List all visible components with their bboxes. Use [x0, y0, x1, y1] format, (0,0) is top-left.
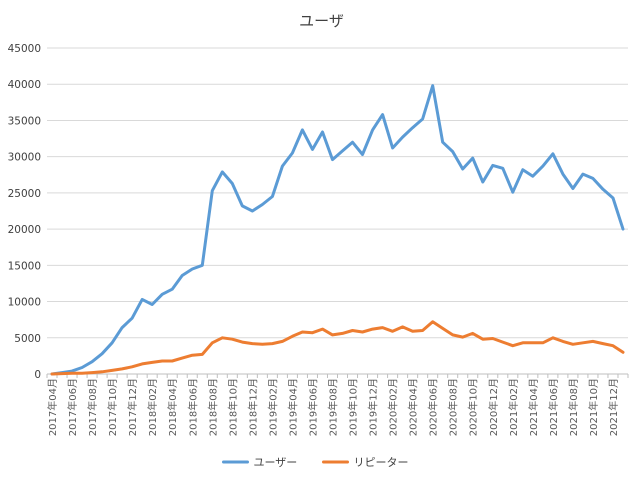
- x-tick-label: 2017年08月: [86, 378, 99, 436]
- gridlines: [47, 47, 628, 375]
- x-tick-label: 2017年06月: [66, 378, 79, 436]
- y-tick-label: 0: [34, 369, 41, 381]
- x-tick-label: 2021年04月: [527, 378, 540, 436]
- chart-title: ユーザ: [299, 12, 344, 30]
- x-tick-label: 2020年12月: [487, 378, 500, 436]
- series-lines: [50, 84, 625, 376]
- x-tick-label: 2018年08月: [206, 378, 219, 436]
- y-tick-label: 10000: [8, 297, 41, 309]
- x-tick-label: 2019年06月: [306, 378, 319, 436]
- x-tick-label: 2018年10月: [226, 378, 239, 436]
- y-tick-label: 30000: [8, 152, 41, 164]
- x-tick-label: 2020年04月: [407, 378, 420, 436]
- x-tick-label: 2019年10月: [347, 378, 360, 436]
- x-tick-label: 2018年02月: [146, 378, 159, 436]
- x-tick-label: 2021年08月: [567, 378, 580, 436]
- series-line-2: [50, 320, 625, 376]
- x-tick-label: 2021年02月: [507, 378, 520, 436]
- x-tick-label: 2017年04月: [46, 378, 59, 436]
- legend: ユーザー リピーター: [222, 456, 409, 469]
- y-tick-label: 5000: [14, 333, 41, 345]
- x-tick-label: 2020年10月: [467, 378, 480, 436]
- x-tick-label: 2019年04月: [286, 378, 299, 436]
- y-tick-label: 35000: [8, 115, 41, 127]
- x-tick-label: 2019年02月: [266, 378, 279, 436]
- x-tick-label: 2020年06月: [427, 378, 440, 436]
- y-tick-label: 15000: [8, 260, 41, 272]
- y-tick-label: 25000: [8, 188, 41, 200]
- y-tick-label: 45000: [8, 43, 41, 55]
- y-axis-ticks: 0 5000 10000 15000 20000 25000 30000 35000 40000…: [8, 43, 41, 381]
- legend-label: リピーター: [354, 456, 409, 469]
- x-tick-label: 2020年08月: [447, 378, 460, 436]
- x-tick-label: 2021年12月: [607, 378, 620, 436]
- y-tick-label: 40000: [8, 79, 41, 91]
- x-tick-label: 2018年04月: [166, 378, 179, 436]
- x-tick-label: 2018年06月: [186, 378, 199, 436]
- x-tick-label: 2021年10月: [587, 378, 600, 436]
- series-line-1: [50, 84, 625, 376]
- x-tick-label: 2020年02月: [387, 378, 400, 436]
- x-tick-label: 2017年10月: [106, 378, 119, 436]
- x-tick-label: 2019年12月: [367, 378, 380, 436]
- legend-label: ユーザー: [254, 456, 298, 469]
- y-tick-label: 20000: [8, 224, 41, 236]
- x-tick-label: 2018年12月: [246, 378, 259, 436]
- x-axis-ticks: 2017年04月 2017年06月 2017年08月 2017年10月 2017年12月…: [46, 374, 629, 436]
- x-tick-label: 2021年06月: [547, 378, 560, 436]
- x-tick-label: 2019年08月: [326, 378, 339, 436]
- x-tick-label: 2017年12月: [126, 378, 139, 436]
